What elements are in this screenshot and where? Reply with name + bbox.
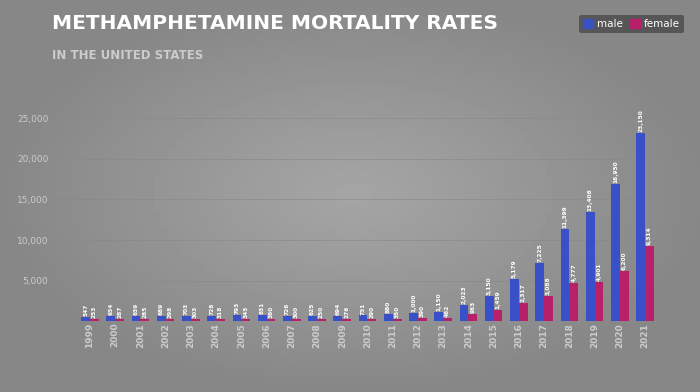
Text: 831: 831 — [260, 301, 265, 314]
Bar — [358, 316, 368, 321]
Bar — [611, 183, 620, 321]
Bar — [191, 319, 200, 321]
Text: 318: 318 — [218, 305, 223, 318]
Bar — [435, 312, 443, 321]
Text: 360: 360 — [269, 305, 274, 318]
Bar — [216, 319, 225, 321]
Bar — [536, 263, 544, 321]
Text: 276: 276 — [344, 306, 349, 318]
Text: 285: 285 — [142, 306, 147, 318]
Text: 728: 728 — [209, 302, 214, 314]
Bar — [342, 319, 351, 321]
Bar — [418, 318, 427, 321]
Text: 9,314: 9,314 — [647, 226, 652, 245]
Bar — [116, 319, 124, 321]
Bar — [166, 319, 174, 321]
Text: 625: 625 — [310, 303, 315, 316]
Bar — [267, 319, 275, 321]
Bar — [258, 315, 267, 321]
Text: 4,777: 4,777 — [571, 263, 576, 281]
Bar — [333, 316, 342, 321]
Text: 3,150: 3,150 — [486, 276, 491, 295]
Text: 793: 793 — [234, 302, 239, 314]
Text: 253: 253 — [92, 306, 97, 318]
Text: 287: 287 — [117, 306, 122, 318]
Text: 390: 390 — [420, 305, 425, 317]
Text: 694: 694 — [335, 303, 340, 315]
Bar — [569, 283, 578, 321]
Text: 13,408: 13,408 — [588, 189, 593, 211]
Bar — [232, 315, 241, 321]
Text: 11,399: 11,399 — [562, 205, 568, 228]
Text: 462: 462 — [445, 304, 450, 317]
Bar — [106, 316, 116, 321]
Bar — [241, 319, 250, 321]
Text: 4,901: 4,901 — [596, 262, 601, 281]
Text: 16,950: 16,950 — [613, 160, 618, 183]
Bar — [544, 296, 553, 321]
Bar — [636, 133, 645, 321]
Text: 298: 298 — [167, 306, 173, 318]
Bar — [292, 319, 300, 321]
Bar — [182, 316, 191, 321]
Bar — [368, 319, 377, 321]
Text: 2,317: 2,317 — [521, 283, 526, 301]
Text: 1,150: 1,150 — [436, 292, 441, 311]
Bar — [384, 314, 393, 321]
Bar — [620, 271, 629, 321]
Bar — [510, 279, 519, 321]
Bar — [283, 316, 292, 321]
Legend: male, female: male, female — [579, 15, 685, 33]
Bar — [494, 310, 503, 321]
Text: 731: 731 — [360, 302, 365, 314]
Bar — [645, 246, 654, 321]
Bar — [132, 316, 141, 321]
Bar — [317, 319, 326, 321]
Bar — [141, 319, 149, 321]
Bar — [460, 305, 468, 321]
Text: 250: 250 — [319, 306, 324, 318]
Bar — [207, 316, 216, 321]
Text: 345: 345 — [244, 305, 248, 318]
Text: 726: 726 — [285, 302, 290, 314]
Bar — [561, 229, 569, 321]
Text: 634: 634 — [108, 303, 113, 315]
Bar — [519, 303, 528, 321]
Bar — [409, 313, 418, 321]
Text: 703: 703 — [184, 303, 189, 315]
Text: 350: 350 — [395, 305, 400, 318]
Text: 547: 547 — [83, 304, 88, 316]
Bar — [586, 212, 594, 321]
Text: 963: 963 — [470, 300, 475, 313]
Bar — [443, 318, 452, 321]
Bar — [81, 317, 90, 321]
Bar — [90, 319, 99, 321]
Text: 3,088: 3,088 — [546, 277, 551, 295]
Bar — [393, 319, 402, 321]
Text: IN THE UNITED STATES: IN THE UNITED STATES — [52, 49, 204, 62]
Bar — [308, 316, 317, 321]
Text: 303: 303 — [193, 306, 198, 318]
Text: 7,225: 7,225 — [537, 243, 542, 262]
Text: 1,000: 1,000 — [411, 294, 416, 312]
Bar — [468, 314, 477, 321]
Text: 880: 880 — [386, 301, 391, 313]
Text: 6,200: 6,200 — [622, 252, 626, 270]
Bar — [485, 296, 494, 321]
Text: 300: 300 — [294, 306, 299, 318]
Text: 689: 689 — [159, 303, 164, 315]
Text: 639: 639 — [134, 303, 139, 315]
Text: 1,459: 1,459 — [496, 290, 500, 309]
Text: 23,150: 23,150 — [638, 109, 643, 132]
Bar — [157, 316, 166, 321]
Text: 290: 290 — [370, 306, 374, 318]
Text: 5,179: 5,179 — [512, 260, 517, 278]
Text: METHAMPHETAMINE MORTALITY RATES: METHAMPHETAMINE MORTALITY RATES — [52, 14, 498, 33]
Bar — [594, 281, 603, 321]
Text: 2,023: 2,023 — [461, 285, 466, 304]
